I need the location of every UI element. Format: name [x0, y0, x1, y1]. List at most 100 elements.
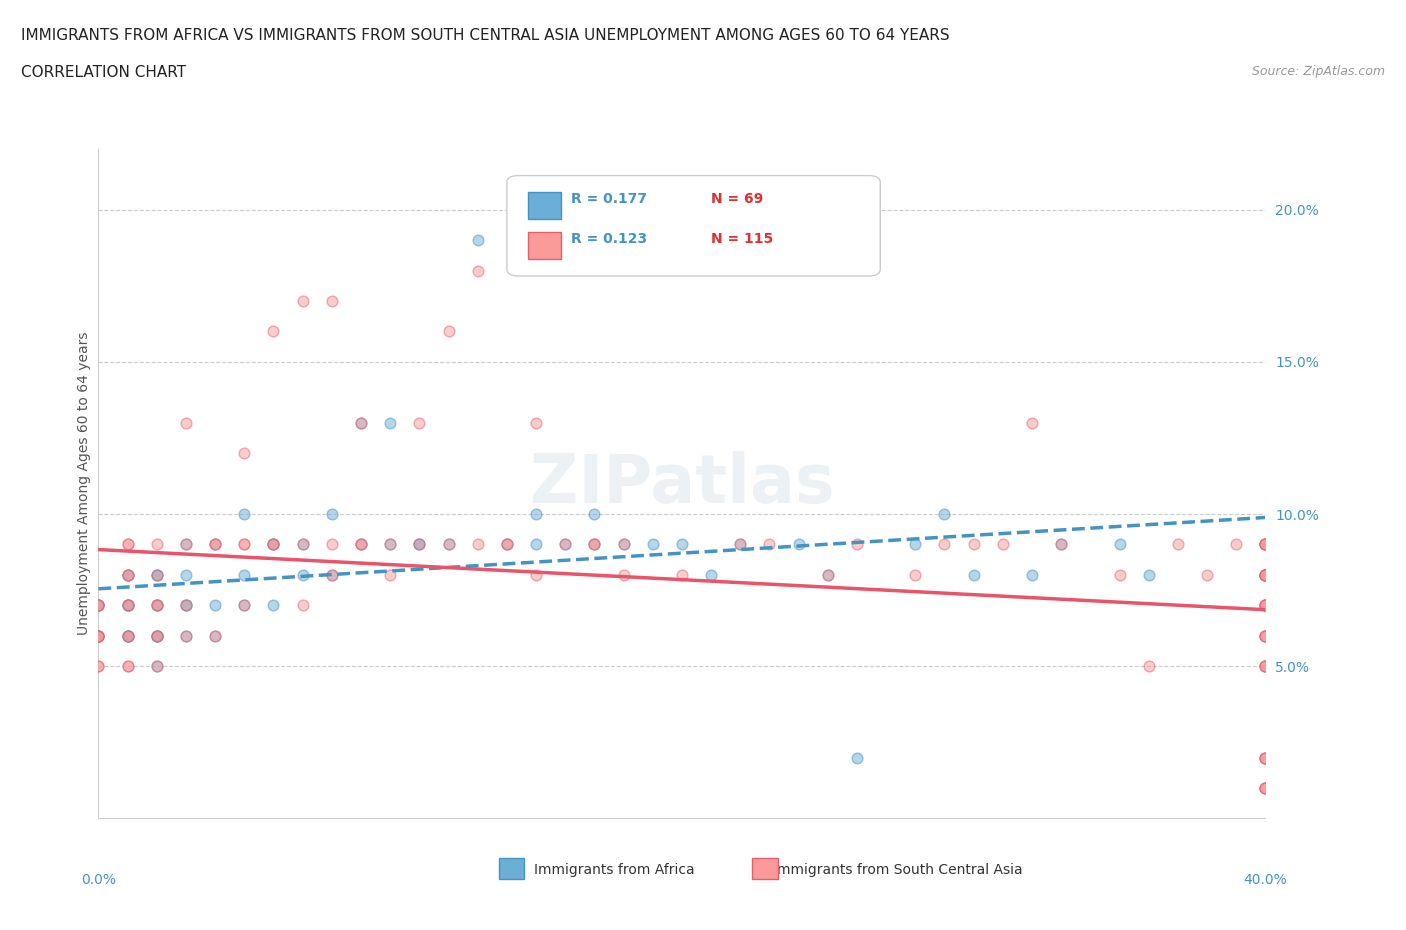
Point: [408, 537, 430, 551]
Point: [233, 445, 256, 460]
Point: [408, 416, 430, 431]
Point: [1254, 658, 1277, 673]
Point: [262, 537, 284, 551]
Point: [1254, 537, 1277, 551]
Point: [146, 658, 169, 673]
Point: [117, 567, 139, 582]
Point: [1108, 537, 1130, 551]
Point: [174, 598, 197, 613]
Point: [1254, 567, 1277, 582]
Text: N = 69: N = 69: [711, 192, 763, 206]
Point: [817, 567, 839, 582]
Point: [1137, 658, 1160, 673]
Point: [117, 567, 139, 582]
Text: ZIPatlas: ZIPatlas: [530, 451, 834, 516]
Point: [1254, 629, 1277, 644]
Point: [962, 567, 984, 582]
Point: [962, 537, 984, 551]
Point: [1254, 751, 1277, 765]
Point: [1254, 751, 1277, 765]
Point: [1254, 567, 1277, 582]
Point: [87, 598, 110, 613]
Point: [1254, 537, 1277, 551]
Point: [904, 537, 927, 551]
Point: [817, 567, 839, 582]
Point: [117, 598, 139, 613]
Point: [728, 537, 751, 551]
Point: [87, 629, 110, 644]
Point: [1050, 537, 1073, 551]
Point: [1254, 751, 1277, 765]
Point: [728, 537, 751, 551]
Point: [87, 598, 110, 613]
Point: [87, 629, 110, 644]
Point: [1254, 598, 1277, 613]
Point: [233, 507, 256, 522]
Point: [146, 598, 169, 613]
FancyBboxPatch shape: [506, 176, 880, 276]
Point: [1254, 567, 1277, 582]
Point: [117, 658, 139, 673]
Bar: [527, 193, 561, 219]
Point: [495, 537, 517, 551]
Point: [117, 629, 139, 644]
Point: [408, 537, 430, 551]
Point: [146, 598, 169, 613]
Point: [146, 658, 169, 673]
Point: [612, 537, 634, 551]
Point: [583, 537, 606, 551]
Point: [1254, 598, 1277, 613]
Point: [467, 263, 489, 278]
Point: [554, 537, 576, 551]
Point: [233, 567, 256, 582]
Point: [524, 537, 547, 551]
Point: [262, 537, 284, 551]
Point: [378, 537, 402, 551]
Point: [437, 537, 460, 551]
Point: [1254, 567, 1277, 582]
Point: [174, 537, 197, 551]
Point: [146, 629, 169, 644]
Point: [1254, 780, 1277, 795]
Point: [904, 567, 927, 582]
Point: [1254, 567, 1277, 582]
Point: [174, 537, 197, 551]
Point: [1254, 537, 1277, 551]
Point: [1137, 567, 1160, 582]
Point: [87, 629, 110, 644]
Point: [1254, 751, 1277, 765]
Text: IMMIGRANTS FROM AFRICA VS IMMIGRANTS FROM SOUTH CENTRAL ASIA UNEMPLOYMENT AMONG : IMMIGRANTS FROM AFRICA VS IMMIGRANTS FRO…: [21, 28, 949, 43]
Point: [146, 567, 169, 582]
Point: [146, 567, 169, 582]
Point: [350, 537, 373, 551]
Point: [117, 598, 139, 613]
Point: [378, 416, 402, 431]
Point: [1254, 567, 1277, 582]
Point: [934, 507, 956, 522]
Point: [350, 416, 373, 431]
Point: [117, 598, 139, 613]
Point: [524, 507, 547, 522]
Point: [1254, 567, 1277, 582]
Point: [262, 324, 284, 339]
Point: [233, 537, 256, 551]
Point: [787, 537, 810, 551]
Point: [612, 537, 634, 551]
Text: Immigrants from South Central Asia: Immigrants from South Central Asia: [773, 863, 1024, 877]
Point: [1254, 598, 1277, 613]
Text: R = 0.123: R = 0.123: [571, 232, 647, 246]
Point: [845, 537, 868, 551]
Point: [146, 629, 169, 644]
Point: [204, 629, 226, 644]
Point: [671, 567, 693, 582]
Point: [146, 629, 169, 644]
Point: [117, 567, 139, 582]
Point: [87, 629, 110, 644]
Point: [1021, 416, 1043, 431]
Text: R = 0.177: R = 0.177: [571, 192, 647, 206]
Point: [204, 598, 226, 613]
Point: [233, 598, 256, 613]
Point: [1254, 598, 1277, 613]
Point: [321, 507, 343, 522]
Point: [1050, 537, 1073, 551]
